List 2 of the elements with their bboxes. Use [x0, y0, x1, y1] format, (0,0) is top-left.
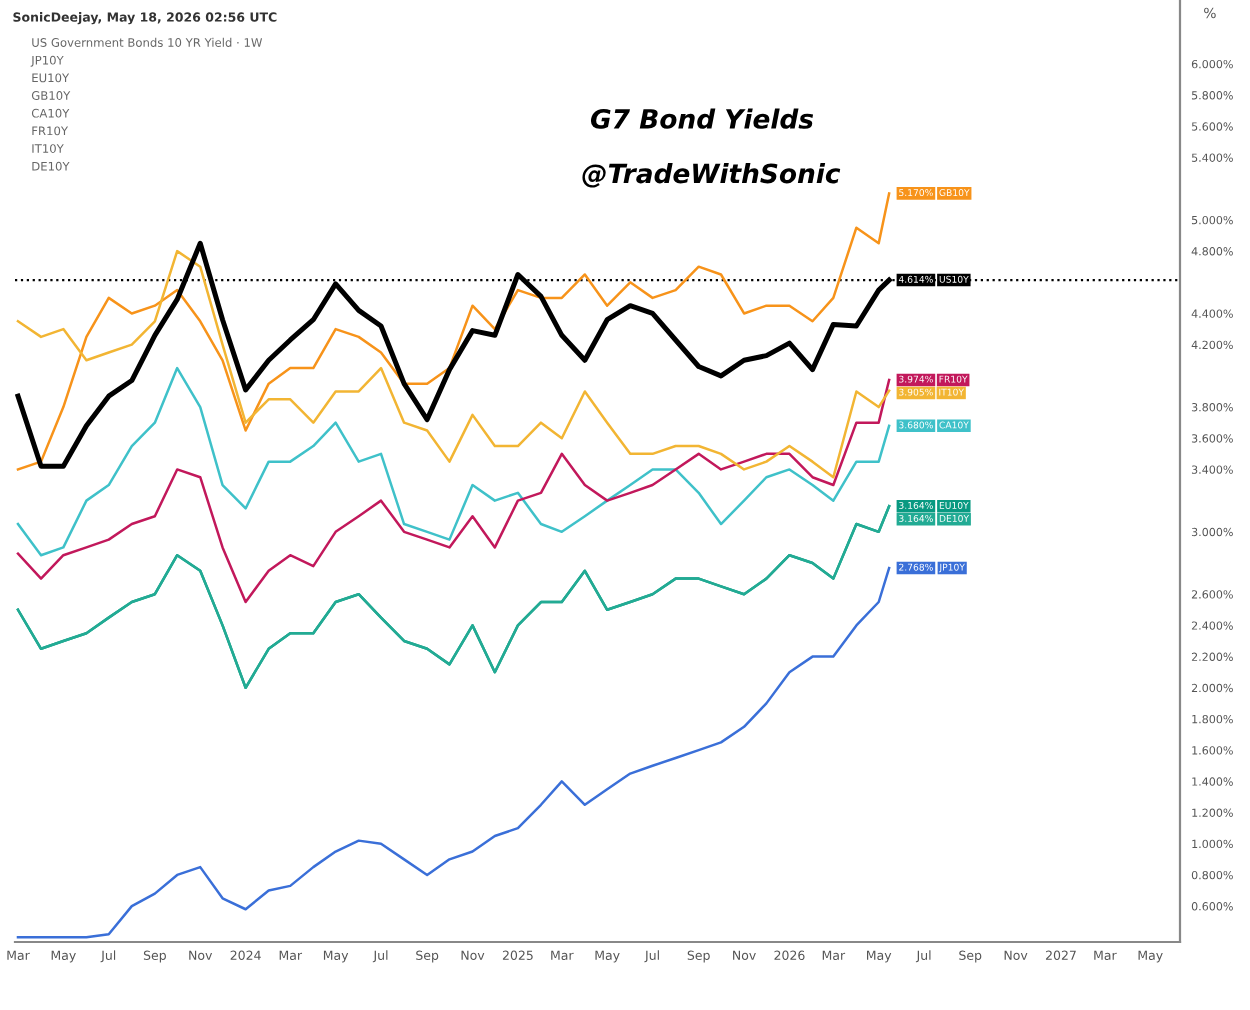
text: @TradeWithSonic	[582, 162, 841, 188]
text: G7 Bond Yields	[590, 108, 814, 129]
